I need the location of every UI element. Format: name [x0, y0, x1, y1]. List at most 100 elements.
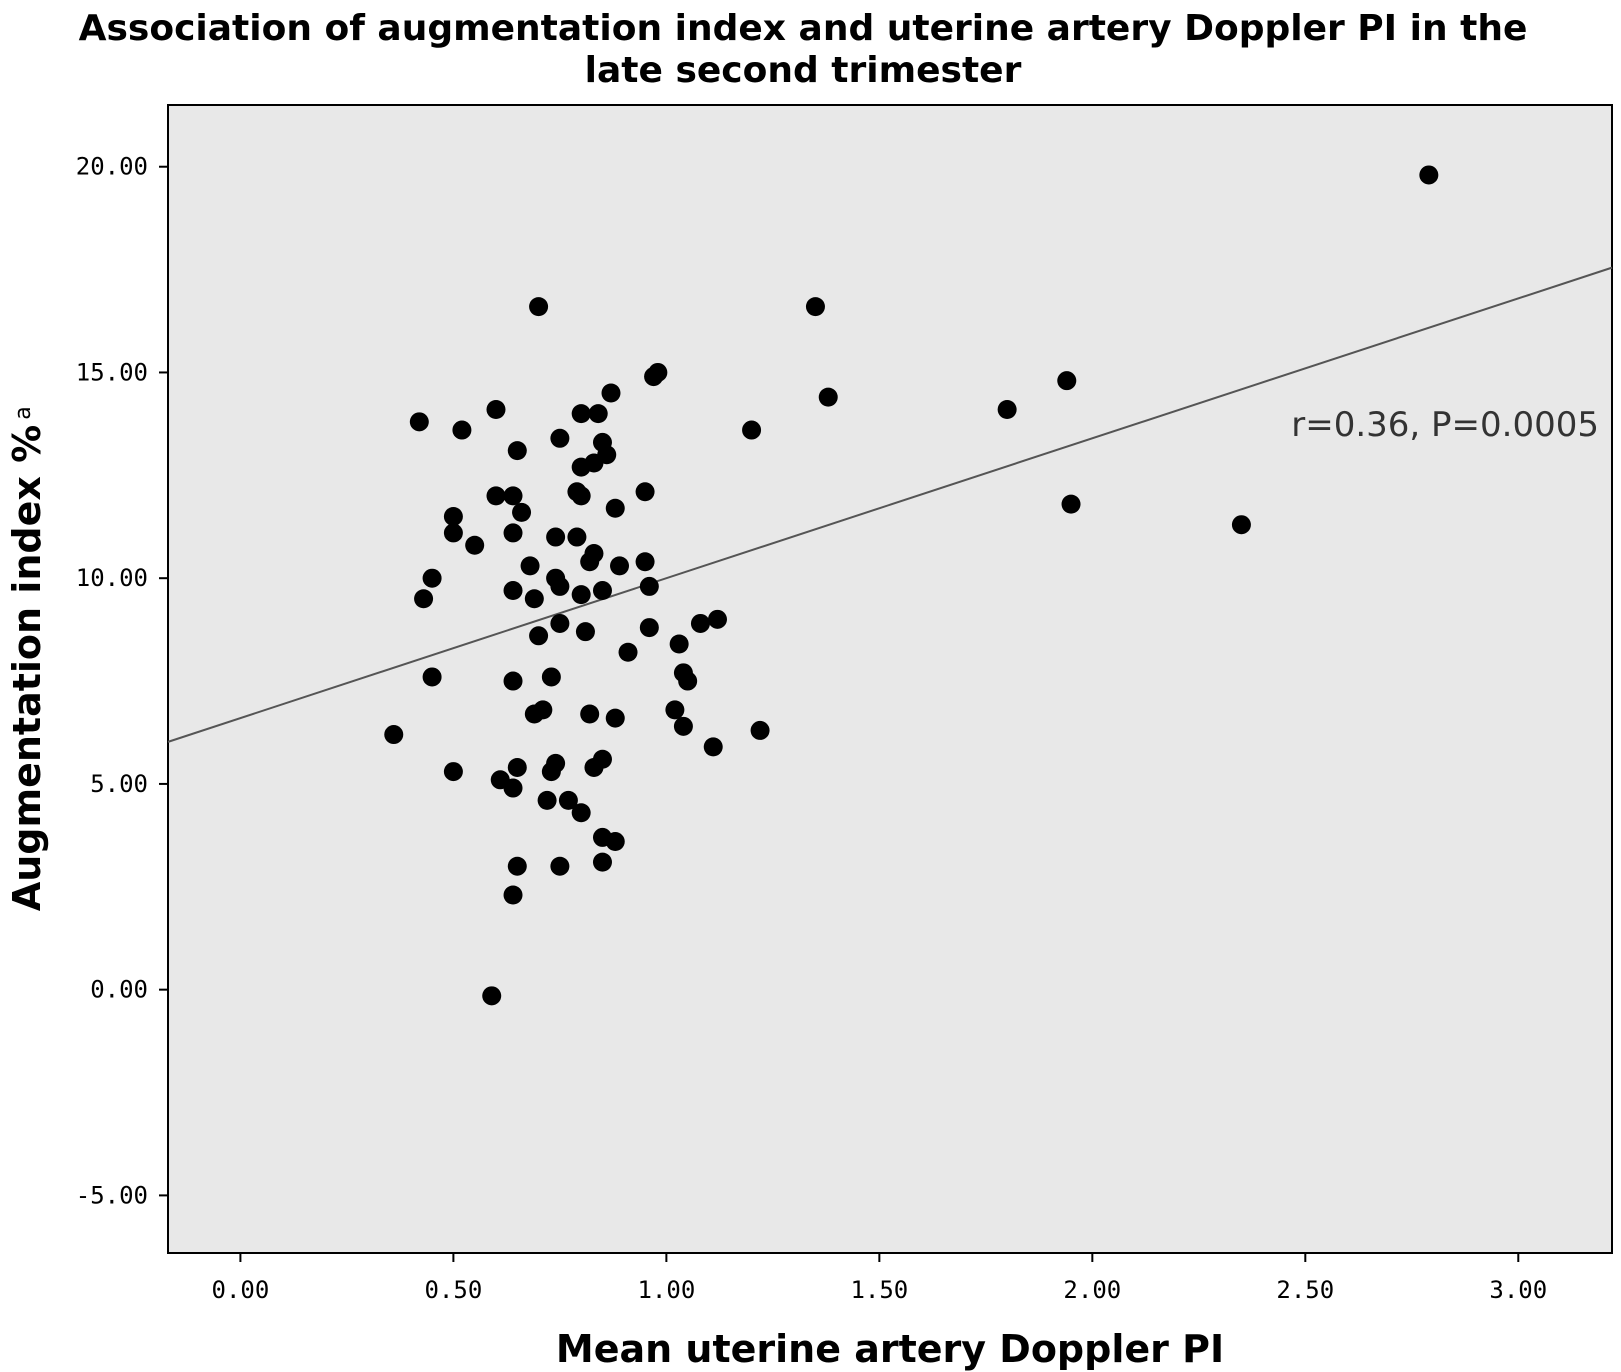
- data-point: [592, 852, 612, 872]
- data-point: [669, 634, 689, 654]
- data-point: [707, 609, 727, 629]
- data-point: [503, 778, 523, 798]
- data-point: [1231, 515, 1251, 535]
- data-point: [703, 737, 723, 757]
- y-axis-label: Augmentation index %: [5, 425, 49, 911]
- data-point: [507, 441, 527, 461]
- data-point: [486, 486, 506, 506]
- regression-line: [167, 266, 1613, 743]
- data-point: [805, 297, 825, 317]
- data-point: [533, 700, 553, 720]
- data-point: [550, 428, 570, 448]
- data-point: [409, 412, 429, 432]
- data-point: [592, 581, 612, 601]
- data-point: [1061, 494, 1081, 514]
- data-point: [610, 556, 630, 576]
- y-tick-label: 0.00: [90, 976, 148, 1004]
- data-point: [601, 383, 621, 403]
- x-axis-ticks: 0.00 0.50 1.00 1.50 2.00 2.50 3.00: [212, 1253, 1547, 1304]
- y-axis-label-superscript: a: [11, 406, 36, 419]
- data-point: [486, 399, 506, 419]
- x-tick-label: 2.50: [1276, 1276, 1334, 1304]
- data-point: [503, 885, 523, 905]
- data-point: [503, 523, 523, 543]
- data-point: [567, 527, 587, 547]
- data-point: [541, 667, 561, 687]
- data-point: [507, 856, 527, 876]
- data-point: [618, 642, 638, 662]
- data-point: [592, 749, 612, 769]
- data-point: [520, 556, 540, 576]
- data-point: [550, 856, 570, 876]
- data-point: [503, 581, 523, 601]
- data-points: [384, 165, 1439, 1006]
- data-point: [1057, 371, 1077, 391]
- y-tick-label: -5.00: [76, 1181, 148, 1209]
- data-point: [546, 753, 566, 773]
- data-point: [443, 506, 463, 526]
- y-tick-label: 15.00: [76, 358, 148, 386]
- data-point: [648, 362, 668, 382]
- data-point: [997, 399, 1017, 419]
- y-tick-label: 10.00: [76, 564, 148, 592]
- data-point: [482, 986, 502, 1006]
- data-point: [571, 404, 591, 424]
- data-point: [639, 576, 659, 596]
- data-point: [571, 585, 591, 605]
- data-point: [605, 498, 625, 518]
- data-point: [588, 404, 608, 424]
- y-tick-label: 20.00: [76, 153, 148, 181]
- data-point: [571, 803, 591, 823]
- data-point: [529, 297, 549, 317]
- data-point: [605, 832, 625, 852]
- data-point: [605, 708, 625, 728]
- data-point: [443, 523, 463, 543]
- data-point: [1419, 165, 1439, 185]
- chart-title-line2: late second trimester: [585, 50, 1022, 91]
- data-point: [665, 700, 685, 720]
- y-tick-label: 5.00: [90, 770, 148, 798]
- x-tick-label: 0.50: [424, 1276, 482, 1304]
- x-tick-label: 3.00: [1489, 1276, 1547, 1304]
- data-point: [558, 790, 578, 810]
- x-tick-label: 0.00: [212, 1276, 270, 1304]
- data-point: [673, 716, 693, 736]
- correlation-annotation: r=0.36, P=0.0005: [1291, 405, 1599, 445]
- chart-title-line1: Association of augmentation index and ut…: [79, 8, 1528, 49]
- data-point: [512, 502, 532, 522]
- data-point: [584, 544, 604, 564]
- data-point: [465, 535, 485, 555]
- data-point: [546, 527, 566, 547]
- data-point: [742, 420, 762, 440]
- data-point: [537, 790, 557, 810]
- x-axis-label: Mean uterine artery Doppler PI: [556, 1327, 1224, 1371]
- data-point: [571, 486, 591, 506]
- data-point: [690, 613, 710, 633]
- data-point: [550, 613, 570, 633]
- data-point: [507, 757, 527, 777]
- data-point: [443, 762, 463, 782]
- data-point: [422, 568, 442, 588]
- data-point: [635, 482, 655, 502]
- data-point: [550, 576, 570, 596]
- data-point: [503, 486, 523, 506]
- x-tick-label: 1.00: [637, 1276, 695, 1304]
- data-point: [452, 420, 472, 440]
- data-point: [503, 671, 523, 691]
- data-point: [414, 589, 434, 609]
- data-point: [635, 552, 655, 572]
- x-tick-label: 2.00: [1063, 1276, 1121, 1304]
- data-point: [524, 589, 544, 609]
- data-point: [580, 704, 600, 724]
- y-axis-ticks: -5.00 0.00 5.00 10.00 15.00 20.00: [76, 153, 168, 1209]
- x-tick-label: 1.50: [850, 1276, 908, 1304]
- data-point: [422, 667, 442, 687]
- data-point: [678, 671, 698, 691]
- data-point: [575, 622, 595, 642]
- data-point: [597, 445, 617, 465]
- data-point: [384, 725, 404, 745]
- data-point: [818, 387, 838, 407]
- plot-area: [167, 104, 1613, 1254]
- data-point: [529, 626, 549, 646]
